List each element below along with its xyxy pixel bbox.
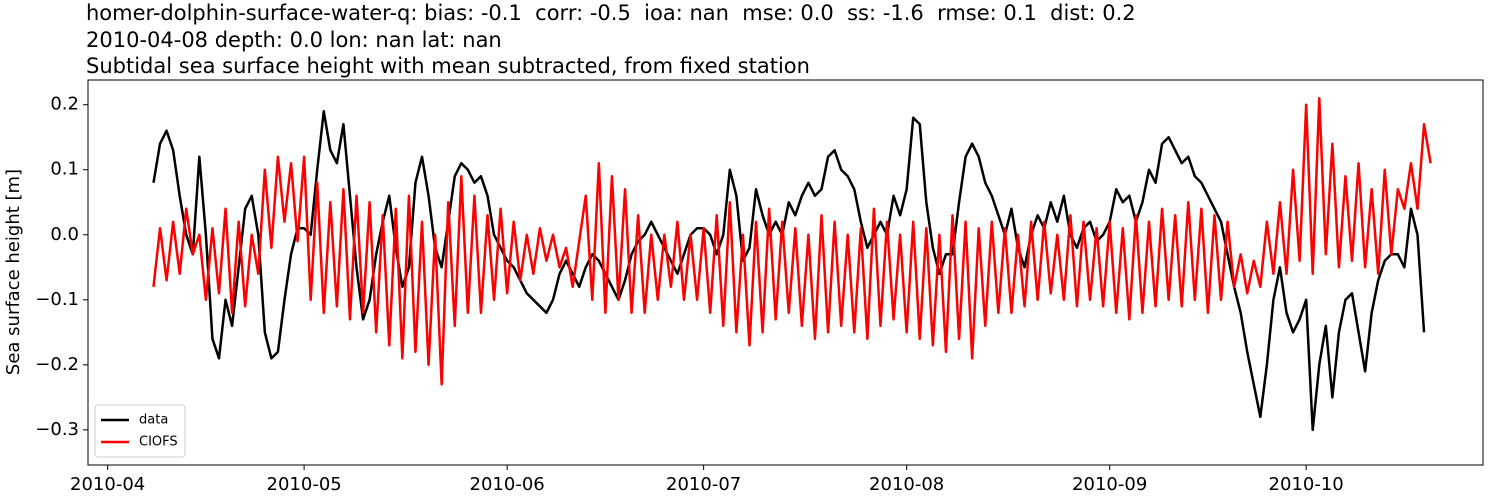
data-line (152, 96, 1432, 386)
data-line (152, 109, 1426, 432)
y-tick-label: −0.2 (35, 354, 79, 375)
x-tick-label: 2010-05 (267, 474, 342, 495)
chart-title: homer-dolphin-surface-water-q: bias: -0.… (86, 1, 1136, 25)
plot-frame (87, 79, 1484, 466)
y-tick-label: 0.0 (50, 224, 79, 245)
y-tick-label: −0.1 (35, 289, 79, 310)
legend-label: data (139, 413, 168, 428)
x-tick-label: 2010-04 (70, 474, 145, 495)
y-axis-label: Sea surface height [m] (3, 169, 24, 375)
x-tick-label: 2010-10 (1269, 474, 1344, 495)
legend-label: CIOFS (139, 435, 178, 450)
x-tick-label: 2010-07 (666, 474, 741, 495)
y-tick-label: 0.2 (50, 94, 79, 115)
x-tick-label: 2010-06 (470, 474, 545, 495)
legend-box (94, 404, 186, 458)
y-tick-label: 0.1 (50, 159, 79, 180)
chart-subtitle: Subtidal sea surface height with mean su… (86, 54, 810, 78)
x-tick-label: 2010-08 (869, 474, 944, 495)
chart-subtitle: 2010-04-08 depth: 0.0 lon: nan lat: nan (86, 28, 502, 52)
y-tick-label: −0.3 (35, 419, 79, 440)
x-tick-label: 2010-09 (1072, 474, 1147, 495)
